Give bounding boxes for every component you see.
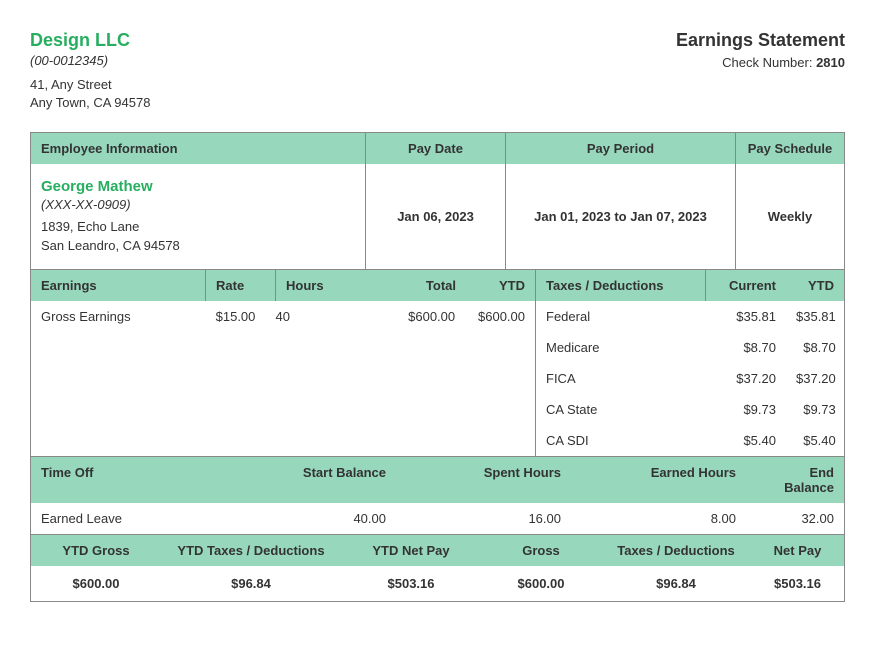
earnings-row: Gross Earnings $15.00 40 $600.00 $600.00 [31, 301, 535, 332]
sum-tax: $96.84 [601, 566, 751, 601]
ded-current: $35.81 [706, 309, 786, 324]
hdr-total: Total [366, 270, 466, 301]
earnings-label: Gross Earnings [31, 309, 206, 324]
company-addr-line1: 41, Any Street [30, 76, 150, 94]
sum-ytd-tax: $96.84 [161, 566, 341, 601]
hdr-current: Current [706, 270, 786, 301]
company-name: Design LLC [30, 30, 150, 51]
hdr-tax: Taxes / Deductions [601, 535, 751, 566]
hdr-ytd: YTD [466, 270, 536, 301]
ded-current: $37.20 [706, 371, 786, 386]
earnings-body: Gross Earnings $15.00 40 $600.00 $600.00… [31, 301, 844, 457]
info-header-row: Employee Information Pay Date Pay Period… [31, 133, 844, 164]
sum-ytd-gross: $600.00 [31, 566, 161, 601]
hdr-pay-schedule: Pay Schedule [736, 133, 844, 164]
check-number: Check Number: 2810 [676, 55, 845, 70]
hdr-start: Start Balance [206, 457, 396, 503]
hdr-spent: Spent Hours [396, 457, 571, 503]
hdr-tytd: YTD [786, 270, 844, 301]
sum-ytd-net: $503.16 [341, 566, 481, 601]
ded-current: $5.40 [706, 433, 786, 448]
timeoff-header-row: Time Off Start Balance Spent Hours Earne… [31, 457, 844, 503]
pay-schedule-value: Weekly [736, 164, 844, 268]
hdr-timeoff: Time Off [31, 457, 206, 503]
ded-current: $9.73 [706, 402, 786, 417]
paystub-table: Employee Information Pay Date Pay Period… [30, 132, 845, 601]
hdr-taxes: Taxes / Deductions [536, 270, 706, 301]
hdr-gross: Gross [481, 535, 601, 566]
hdr-pay-period: Pay Period [506, 133, 736, 164]
hdr-rate: Rate [206, 270, 276, 301]
timeoff-earned: 8.00 [571, 503, 746, 534]
company-id: (00-0012345) [30, 53, 150, 68]
info-body-row: George Mathew (XXX-XX-0909) 1839, Echo L… [31, 164, 844, 269]
sum-net: $503.16 [751, 566, 844, 601]
statement-block: Earnings Statement Check Number: 2810 [676, 30, 845, 112]
hdr-earnings: Earnings [31, 270, 206, 301]
check-value: 2810 [816, 55, 845, 70]
earnings-rate: $15.00 [206, 309, 276, 324]
employee-addr1: 1839, Echo Lane [41, 218, 355, 236]
deduction-row: CA SDI $5.40 $5.40 [536, 425, 846, 456]
timeoff-start: 40.00 [206, 503, 396, 534]
hdr-earned: Earned Hours [571, 457, 746, 503]
timeoff-row: Earned Leave 40.00 16.00 8.00 32.00 [31, 503, 844, 535]
document-header: Design LLC (00-0012345) 41, Any Street A… [30, 30, 845, 112]
employee-addr2: San Leandro, CA 94578 [41, 237, 355, 255]
earnings-left: Gross Earnings $15.00 40 $600.00 $600.00 [31, 301, 536, 456]
pay-date-value: Jan 06, 2023 [366, 164, 506, 268]
check-label: Check Number: [722, 55, 812, 70]
timeoff-label: Earned Leave [31, 503, 206, 534]
deductions-right: Federal $35.81 $35.81 Medicare $8.70 $8.… [536, 301, 846, 456]
company-addr-line2: Any Town, CA 94578 [30, 94, 150, 112]
timeoff-spent: 16.00 [396, 503, 571, 534]
employee-name: George Mathew [41, 178, 355, 195]
employee-cell: George Mathew (XXX-XX-0909) 1839, Echo L… [31, 164, 366, 268]
hdr-employee-info: Employee Information [31, 133, 366, 164]
hdr-ytd-tax: YTD Taxes / Deductions [161, 535, 341, 566]
employee-ssn: (XXX-XX-0909) [41, 197, 355, 212]
hdr-hours: Hours [276, 270, 366, 301]
company-block: Design LLC (00-0012345) 41, Any Street A… [30, 30, 150, 112]
earnings-header-row: Earnings Rate Hours Total YTD Taxes / De… [31, 270, 844, 301]
deduction-row: FICA $37.20 $37.20 [536, 363, 846, 394]
ded-current: $8.70 [706, 340, 786, 355]
hdr-net: Net Pay [751, 535, 844, 566]
deduction-row: CA State $9.73 $9.73 [536, 394, 846, 425]
ded-ytd: $37.20 [786, 371, 846, 386]
ded-label: Federal [536, 309, 706, 324]
deduction-row: Federal $35.81 $35.81 [536, 301, 846, 332]
ded-ytd: $5.40 [786, 433, 846, 448]
employee-address: 1839, Echo Lane San Leandro, CA 94578 [41, 218, 355, 254]
deduction-row: Medicare $8.70 $8.70 [536, 332, 846, 363]
earnings-ytd: $600.00 [465, 309, 535, 324]
hdr-end: End Balance [746, 457, 844, 503]
summary-header-row: YTD Gross YTD Taxes / Deductions YTD Net… [31, 535, 844, 566]
ded-label: FICA [536, 371, 706, 386]
ded-ytd: $8.70 [786, 340, 846, 355]
hdr-ytd-net: YTD Net Pay [341, 535, 481, 566]
sum-gross: $600.00 [481, 566, 601, 601]
hdr-pay-date: Pay Date [366, 133, 506, 164]
statement-title: Earnings Statement [676, 30, 845, 51]
earnings-hours: 40 [276, 309, 366, 324]
hdr-ytd-gross: YTD Gross [31, 535, 161, 566]
ded-ytd: $9.73 [786, 402, 846, 417]
timeoff-end: 32.00 [746, 503, 844, 534]
ded-label: CA SDI [536, 433, 706, 448]
earnings-total: $600.00 [365, 309, 465, 324]
company-address: 41, Any Street Any Town, CA 94578 [30, 76, 150, 112]
ded-label: Medicare [536, 340, 706, 355]
pay-period-value: Jan 01, 2023 to Jan 07, 2023 [506, 164, 736, 268]
summary-row: $600.00 $96.84 $503.16 $600.00 $96.84 $5… [31, 566, 844, 601]
ded-label: CA State [536, 402, 706, 417]
ded-ytd: $35.81 [786, 309, 846, 324]
